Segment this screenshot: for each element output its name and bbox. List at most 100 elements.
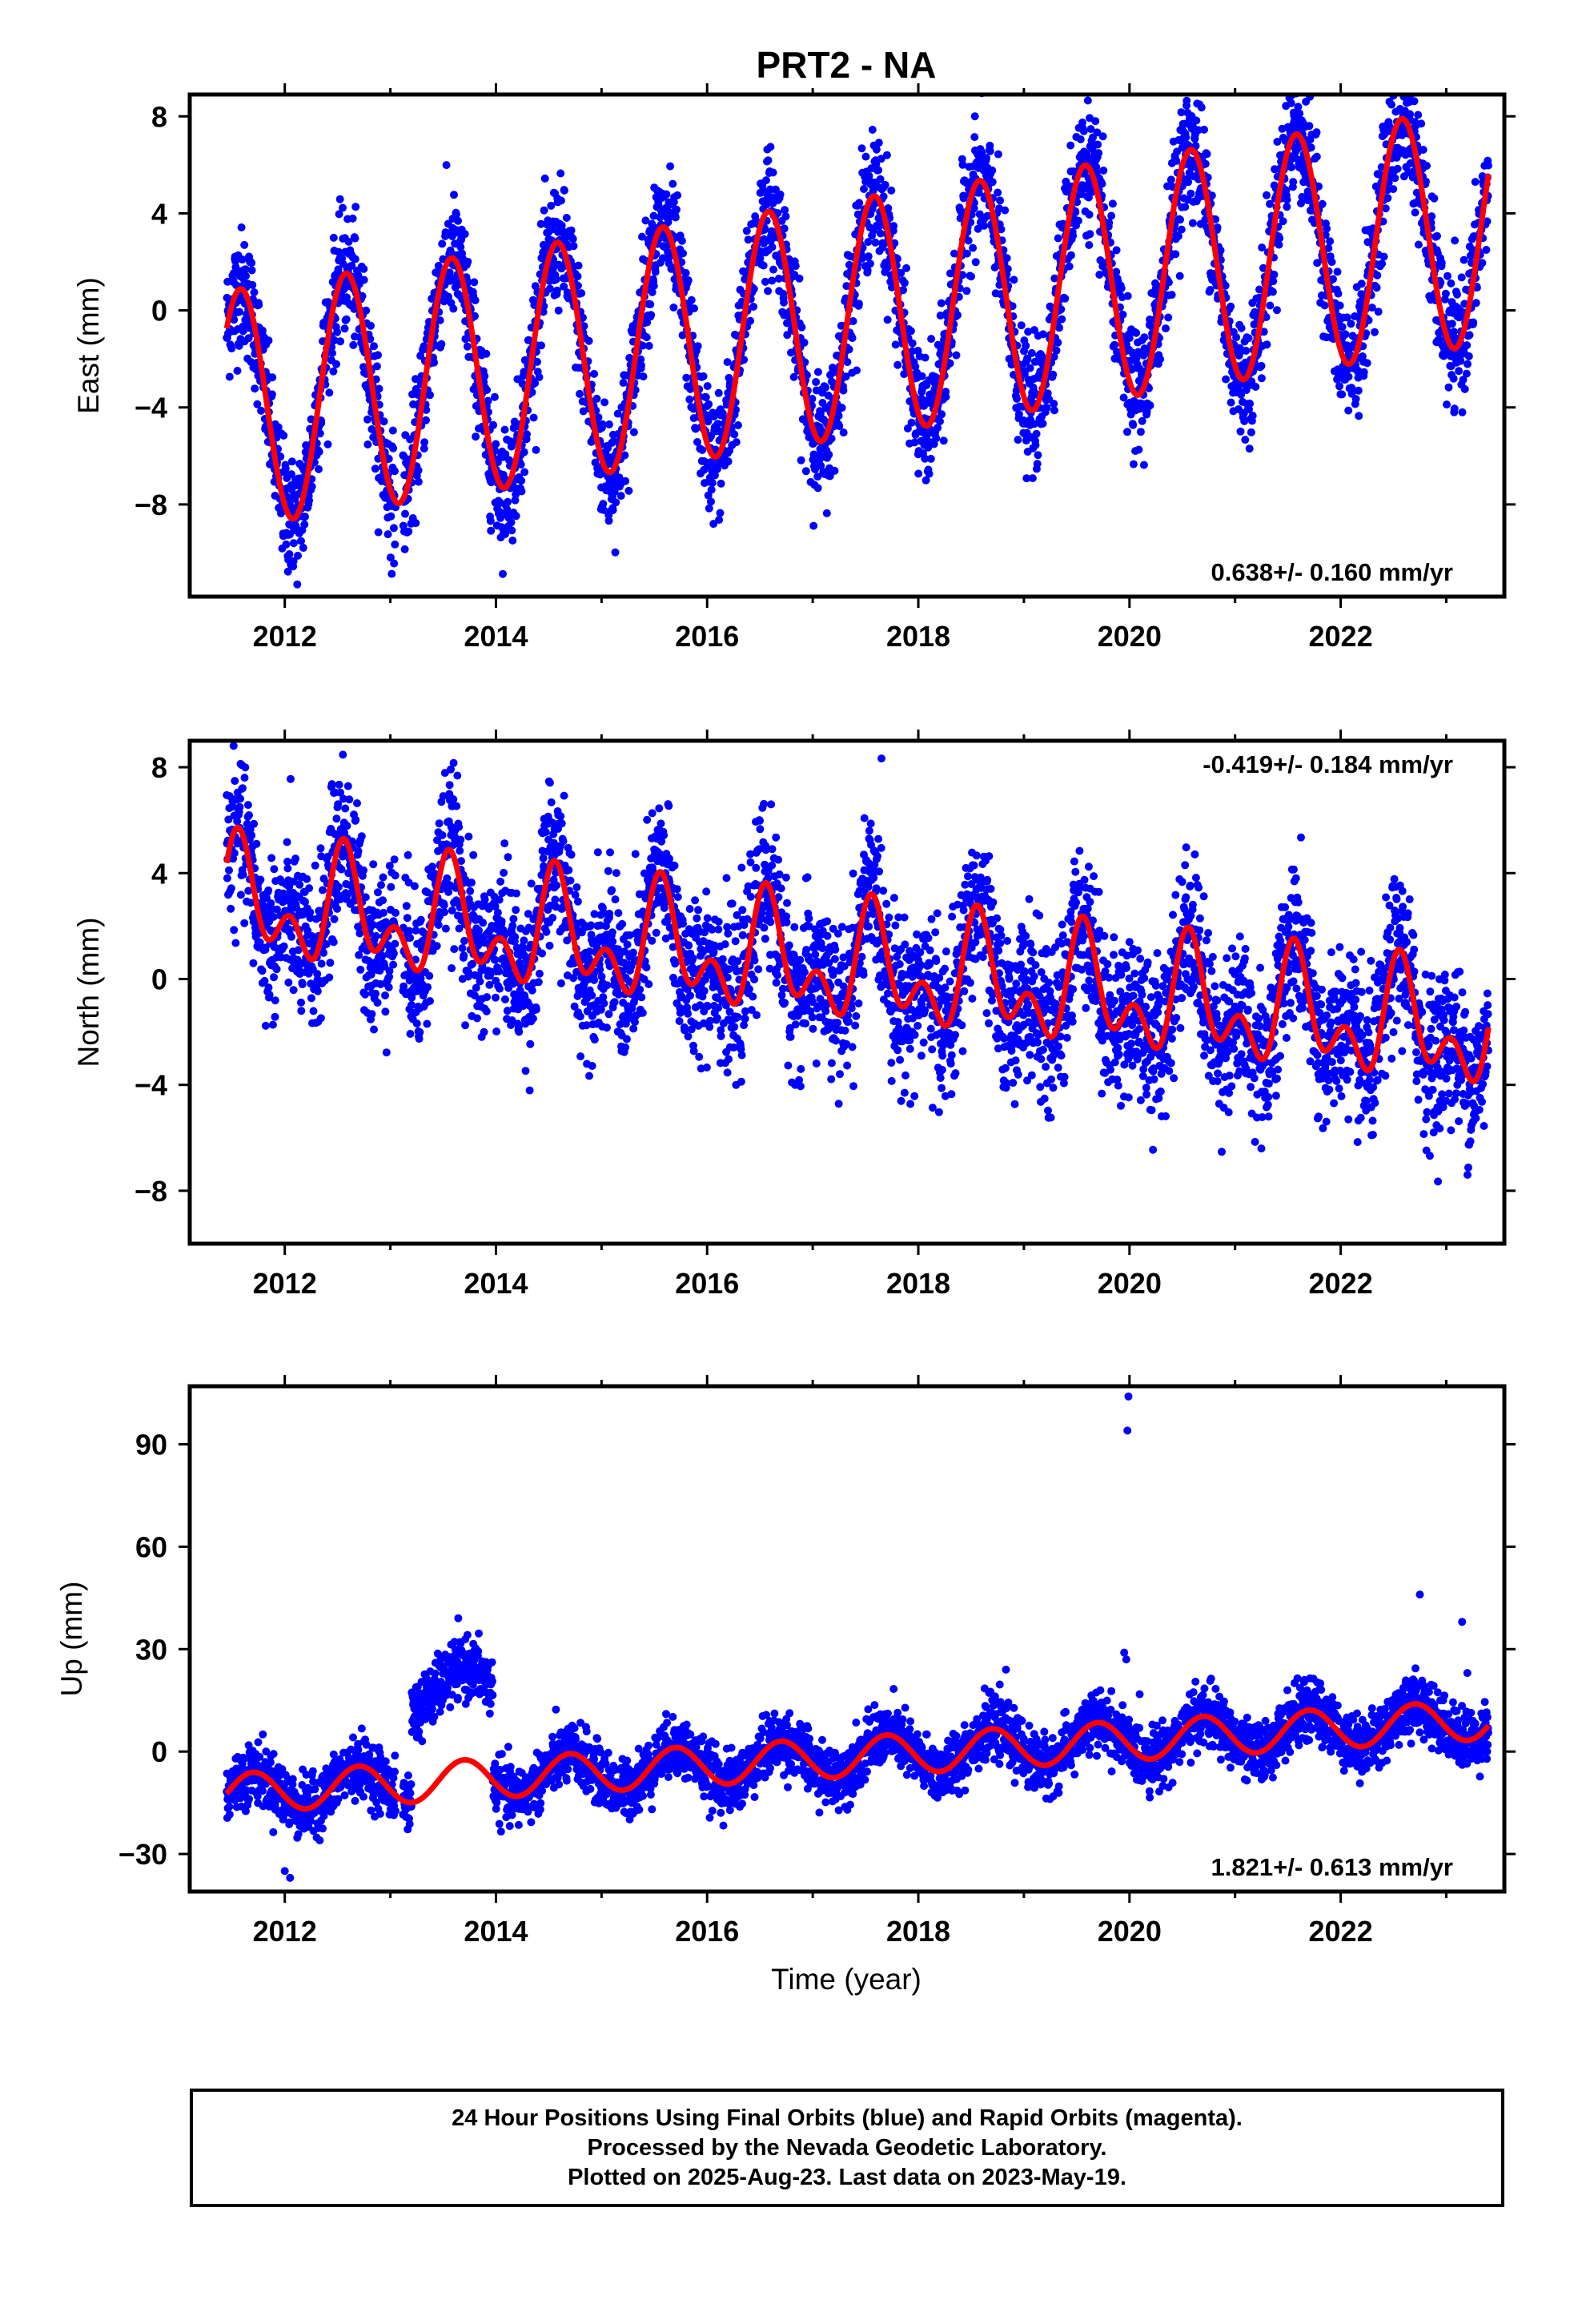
data-point — [1017, 321, 1026, 330]
data-point — [671, 213, 680, 222]
data-point — [388, 426, 397, 435]
data-point — [315, 429, 324, 438]
data-point — [698, 446, 707, 454]
y-tick-label: −4 — [135, 392, 167, 424]
data-point — [1372, 283, 1381, 292]
data-point — [1171, 250, 1180, 259]
data-point — [980, 221, 989, 230]
data-point — [1378, 259, 1387, 268]
data-point — [1396, 85, 1404, 93]
data-point — [227, 344, 236, 353]
data-point — [236, 891, 245, 899]
data-point — [520, 468, 529, 476]
data-point — [861, 152, 870, 161]
data-point — [348, 214, 357, 223]
data-point — [959, 194, 968, 203]
data-point — [389, 524, 398, 533]
data-point — [932, 434, 941, 443]
data-point — [253, 400, 262, 408]
data-point — [685, 395, 694, 404]
data-point — [616, 492, 625, 501]
data-point — [249, 959, 258, 967]
data-point — [356, 965, 365, 974]
data-point — [795, 274, 804, 283]
data-point — [1069, 231, 1078, 240]
data-point — [813, 484, 822, 493]
data-point — [1049, 370, 1058, 379]
data-point — [1001, 206, 1010, 215]
data-point — [1344, 372, 1353, 381]
data-point — [351, 255, 359, 263]
data-point — [1203, 150, 1211, 159]
data-point — [1414, 240, 1423, 249]
data-point — [354, 271, 363, 279]
data-point — [390, 559, 399, 568]
data-point — [693, 342, 702, 351]
data-point — [776, 190, 785, 199]
data-point — [1303, 66, 1311, 74]
data-point — [379, 896, 387, 905]
y-tick-label: 8 — [151, 100, 167, 133]
data-point — [600, 505, 608, 514]
data-point — [946, 359, 954, 368]
data-point — [908, 347, 917, 356]
data-point — [520, 448, 528, 456]
data-point — [677, 236, 686, 245]
data-point — [490, 392, 499, 401]
data-point — [742, 227, 751, 235]
data-point — [1241, 436, 1250, 444]
data-point — [351, 234, 359, 243]
data-point — [649, 282, 658, 290]
data-point — [1391, 174, 1399, 183]
data-point — [1323, 224, 1331, 233]
data-point — [237, 223, 246, 231]
data-point — [744, 235, 753, 244]
data-point — [1444, 383, 1453, 392]
data-point — [517, 487, 526, 496]
data-point — [1266, 301, 1275, 310]
data-point — [390, 855, 399, 864]
data-point — [1344, 406, 1353, 415]
data-point — [864, 252, 873, 261]
data-point — [1010, 275, 1018, 284]
data-point — [705, 504, 713, 513]
data-point — [463, 342, 472, 351]
data-point — [232, 728, 240, 736]
data-point — [1227, 302, 1235, 311]
data-point — [641, 216, 650, 225]
y-axis-label-east: East (mm) — [72, 277, 105, 414]
data-point — [1401, 59, 1409, 67]
data-point — [1312, 152, 1321, 161]
data-point — [258, 967, 267, 975]
data-point — [464, 257, 472, 266]
data-point — [663, 206, 672, 215]
data-point — [864, 238, 873, 247]
data-point — [334, 247, 343, 256]
data-point — [568, 235, 577, 243]
data-point — [780, 298, 788, 307]
data-point — [243, 801, 252, 810]
data-point — [693, 438, 701, 446]
data-point — [384, 454, 393, 463]
data-point — [825, 450, 833, 459]
data-point — [343, 782, 352, 790]
data-point — [1334, 289, 1343, 298]
data-point — [1458, 408, 1467, 416]
data-point — [1460, 255, 1468, 264]
data-point — [1118, 310, 1127, 319]
data-point — [1038, 330, 1047, 339]
data-point — [830, 466, 839, 475]
data-point — [499, 569, 507, 578]
data-point — [1447, 279, 1456, 287]
data-point — [907, 418, 916, 427]
data-point — [714, 388, 723, 397]
data-point — [1320, 301, 1329, 310]
data-point — [240, 774, 249, 782]
data-point — [1251, 383, 1260, 391]
data-point — [882, 151, 891, 159]
data-point — [239, 705, 247, 713]
data-point — [449, 304, 458, 313]
data-point — [370, 342, 378, 351]
data-point — [274, 423, 283, 432]
data-point — [716, 509, 725, 517]
